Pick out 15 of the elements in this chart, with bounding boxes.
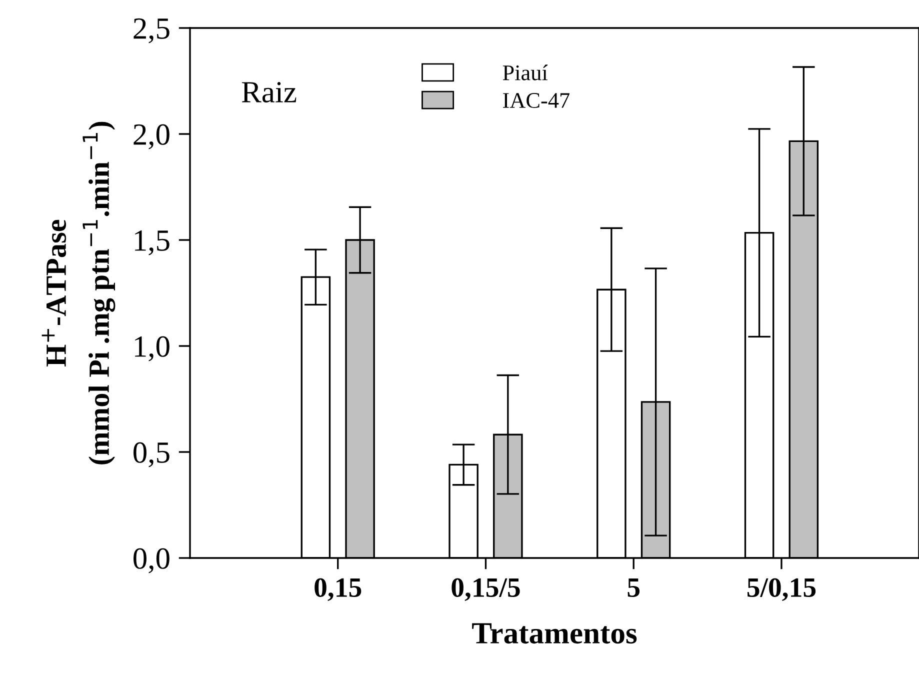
- y-tick-label: 1,0: [135, 336, 170, 362]
- x-tick-label: 5/0,15: [747, 578, 816, 602]
- x-axis-title: Tratamentos: [472, 623, 637, 644]
- y-tick-label: 1,5: [135, 230, 170, 256]
- y-tick-label: 2,0: [134, 124, 170, 150]
- x-tick-label: 0,15: [314, 578, 362, 602]
- legend-label: IAC-47: [503, 93, 570, 108]
- y-tick-label: 2,5: [134, 18, 170, 44]
- x-tick-label: 0,15/5: [452, 578, 520, 602]
- legend-label: Piauí: [502, 64, 548, 80]
- y-tick-label: 0,5: [134, 442, 170, 468]
- x-tick-label: 5: [628, 578, 640, 597]
- y-tick-label: 0,0: [134, 548, 170, 574]
- y-axis-title: H$^{+}$-ATPase (mmol Pi .mg ptn$^{−1}$.min$^{−1}$): [42, 122, 116, 464]
- annotation: Raiz: [242, 82, 296, 102]
